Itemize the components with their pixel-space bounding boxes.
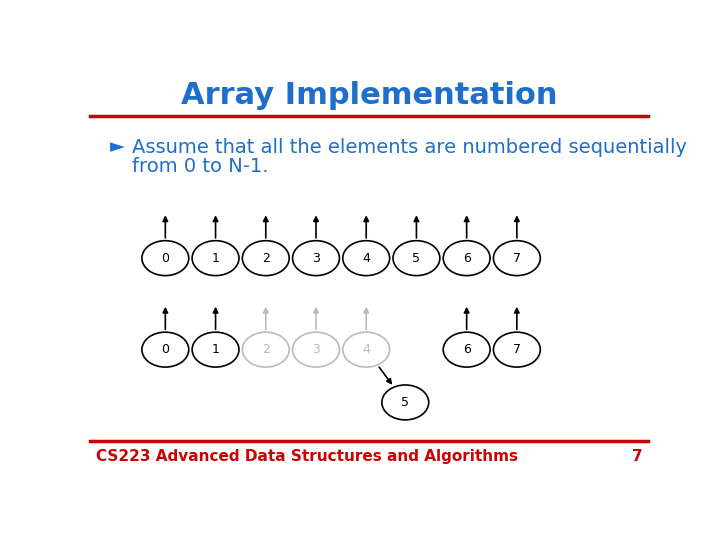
Text: 1: 1 <box>212 252 220 265</box>
Text: 6: 6 <box>463 252 471 265</box>
Text: 7: 7 <box>513 343 521 356</box>
Circle shape <box>243 241 289 275</box>
Circle shape <box>292 241 339 275</box>
Circle shape <box>192 332 239 367</box>
Text: 2: 2 <box>262 252 270 265</box>
Text: Array Implementation: Array Implementation <box>181 82 557 111</box>
Circle shape <box>493 241 540 275</box>
Circle shape <box>444 241 490 275</box>
Text: 4: 4 <box>362 252 370 265</box>
Text: 3: 3 <box>312 252 320 265</box>
Circle shape <box>382 385 428 420</box>
Circle shape <box>192 241 239 275</box>
Circle shape <box>393 241 440 275</box>
Text: 3: 3 <box>312 343 320 356</box>
Circle shape <box>493 332 540 367</box>
Text: CS223 Advanced Data Structures and Algorithms: CS223 Advanced Data Structures and Algor… <box>96 449 518 464</box>
Circle shape <box>142 241 189 275</box>
Text: 6: 6 <box>463 343 471 356</box>
Text: 0: 0 <box>161 252 169 265</box>
Circle shape <box>343 241 390 275</box>
Text: from 0 to N-1.: from 0 to N-1. <box>132 157 269 176</box>
Text: 5: 5 <box>401 396 409 409</box>
Text: ►: ► <box>109 138 125 157</box>
Text: 0: 0 <box>161 343 169 356</box>
Text: Assume that all the elements are numbered sequentially: Assume that all the elements are numbere… <box>132 138 687 157</box>
Text: 7: 7 <box>631 449 642 464</box>
Text: 5: 5 <box>413 252 420 265</box>
Circle shape <box>142 332 189 367</box>
Text: 1: 1 <box>212 343 220 356</box>
Circle shape <box>292 332 339 367</box>
Text: 2: 2 <box>262 343 270 356</box>
Circle shape <box>343 332 390 367</box>
Text: 4: 4 <box>362 343 370 356</box>
Circle shape <box>243 332 289 367</box>
Text: 7: 7 <box>513 252 521 265</box>
Circle shape <box>444 332 490 367</box>
